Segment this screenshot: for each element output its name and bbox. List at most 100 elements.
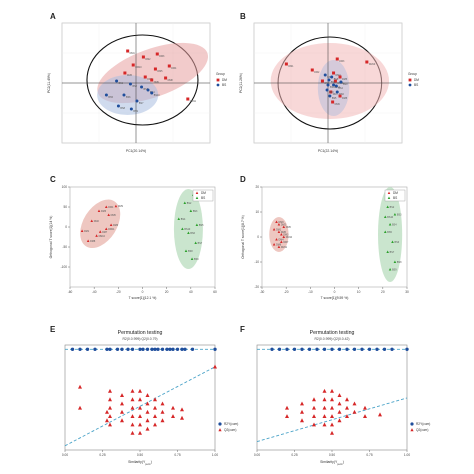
point-r2y — [345, 347, 349, 351]
point-q2 — [171, 414, 175, 419]
point-bs — [327, 78, 331, 82]
point-q2 — [330, 405, 334, 410]
point-dm — [104, 227, 108, 231]
point-q2 — [145, 418, 150, 423]
point-dm — [98, 230, 102, 233]
point-label: BS2 — [390, 206, 395, 209]
point-dm — [333, 79, 337, 83]
point-label: BS3 — [144, 88, 149, 91]
point-q2 — [322, 388, 327, 393]
panel-label-f: F — [240, 325, 245, 334]
point-dm — [150, 78, 154, 82]
point-r2y — [277, 347, 282, 351]
point-q2 — [345, 397, 349, 402]
point-label: DM1 — [276, 229, 282, 232]
x-tick-label: -20 — [284, 290, 289, 294]
point-label: BS1 — [331, 81, 336, 84]
point-dm — [143, 75, 147, 79]
point-bs — [187, 231, 190, 235]
point-dm — [86, 239, 90, 243]
legend-label: R2Y(cum) — [224, 422, 238, 426]
point-q2 — [322, 397, 327, 402]
point-bs — [122, 93, 126, 97]
point-q2 — [330, 414, 334, 419]
point-label: DM6 — [127, 74, 133, 77]
point-r2y — [292, 347, 297, 351]
point-dm — [186, 97, 190, 101]
x-tick-label: 0 — [142, 290, 144, 294]
legend-marker — [410, 428, 414, 432]
point-label: DM10 — [286, 236, 293, 239]
x-tick-label: 0.50 — [137, 453, 143, 457]
point-q2 — [345, 414, 349, 419]
point-q2 — [108, 414, 112, 419]
point-bs — [140, 85, 144, 89]
point-label: DM9 — [154, 81, 160, 84]
point-r2y — [168, 347, 172, 351]
x-tick-label: -40 — [92, 290, 97, 294]
point-label: BS8 — [397, 261, 402, 264]
point-q2 — [345, 405, 349, 410]
pca-chart-a: DM1 DM2 DM3 DM4 DM5 DM6 DM7 DM8 DM9 DM10 DM11 BS1 BS… — [47, 22, 227, 153]
point-bs — [150, 91, 154, 95]
panel-label-c: C — [50, 175, 56, 184]
point-label: BS7 — [327, 76, 332, 79]
point-r2y — [285, 347, 289, 351]
point-label: DM7 — [147, 78, 153, 81]
point-label: BS4 — [338, 87, 343, 90]
point-dm — [109, 223, 113, 227]
point-q2 — [120, 409, 124, 414]
chart-subtitle: R2(0.0.999):Q2(0.0.79) — [122, 337, 157, 341]
point-q2 — [78, 384, 82, 389]
permutation-chart-f: Permutation testingR2(0.0.999):Q2(0.0.42… — [254, 330, 430, 466]
point-r2y — [85, 347, 90, 351]
legend-label: DM — [393, 191, 398, 195]
point-dm — [277, 230, 281, 234]
x-tick-label: 40 — [189, 290, 193, 294]
point-q2 — [138, 388, 142, 393]
point-label: DM4 — [336, 74, 342, 77]
opls-chart-c: DM1DM2DM3DM4DM5DM6DM7DM8DM9DM10DM11BS1BS… — [49, 185, 217, 300]
point-r2y — [183, 347, 187, 351]
point-label: BS6 — [339, 93, 344, 96]
point-dm — [332, 71, 336, 75]
point-bs — [393, 213, 397, 216]
point-q2 — [330, 430, 334, 435]
x-tick-label: -20 — [116, 290, 121, 294]
point-r2y — [375, 347, 379, 351]
y-axis-label: Orthogonal T score[1](14 %) — [49, 216, 53, 259]
legend-title: Group — [408, 72, 417, 76]
legend-marker — [408, 83, 412, 87]
point-r2y — [156, 347, 160, 351]
point-bs — [386, 250, 389, 254]
x-tick-label: 0.25 — [291, 453, 297, 457]
opls-chart-d: DM1DM2DM3DM4DM5DM6DM7DM8DM9DM10DM11BS1BS… — [241, 185, 409, 300]
point-label: DM11 — [108, 228, 115, 231]
y-tick-label: -10 — [254, 260, 259, 264]
point-r2y — [115, 347, 120, 351]
point-q2 — [138, 414, 142, 419]
point-r2y — [78, 347, 82, 351]
point-dm — [282, 235, 286, 239]
point-label: DM5 — [157, 70, 163, 73]
point-r2y — [108, 347, 112, 351]
point-q2 — [300, 409, 304, 414]
pca-chart-b: DM1DM2DM3DM4DM5DM6DM7DM8DM9DM10DM11BS1BS… — [239, 22, 419, 153]
legend-label: Q2(cum) — [224, 428, 236, 432]
x-tick-label: 20 — [165, 290, 169, 294]
point-r2y — [93, 347, 97, 351]
point-dm — [282, 225, 286, 229]
point-label: DM6 — [281, 231, 287, 234]
legend-marker — [387, 196, 391, 200]
point-dm — [123, 71, 127, 75]
point-label: BS4 — [392, 224, 397, 227]
point-label: DM2 — [314, 71, 320, 74]
point-q2 — [153, 397, 157, 402]
point-r2y — [145, 347, 150, 351]
point-label: DM3 — [339, 60, 345, 63]
point-r2y — [300, 347, 304, 351]
point-r2y — [190, 347, 195, 351]
point-bs — [326, 83, 330, 87]
point-bs — [104, 93, 108, 97]
point-dm — [272, 243, 276, 246]
